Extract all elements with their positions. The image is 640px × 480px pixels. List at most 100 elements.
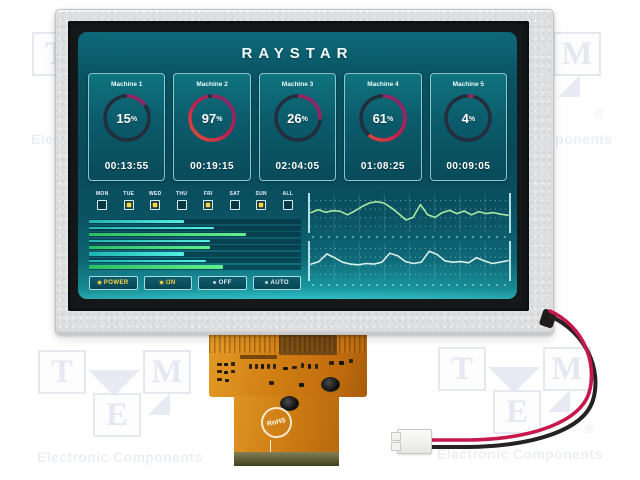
watermark-letter-m: M — [553, 32, 601, 76]
day-label: SAT — [229, 191, 241, 197]
brand-title: RAYSTAR — [241, 45, 354, 62]
smd-component — [283, 367, 288, 370]
watermark-arrow-icon — [88, 370, 140, 396]
smd-component — [292, 366, 297, 369]
on-button[interactable]: ON — [143, 275, 192, 290]
status-dot-icon — [159, 281, 163, 284]
machine-name: Machine 4 — [367, 81, 399, 88]
bar — [89, 265, 223, 269]
watermark-caption: Electronic Components — [437, 446, 603, 462]
machine-cards-row: Machine 1 15% 00:13:55 Machine 2 — [88, 73, 508, 181]
machine-card: Machine 2 97% 00:19:15 — [173, 73, 251, 181]
day-label: TUE — [123, 191, 135, 197]
bar — [89, 240, 210, 242]
fpc-connector-edge — [234, 452, 339, 466]
smd-component — [339, 361, 344, 365]
machine-card: Machine 1 15% 00:13:55 — [88, 73, 166, 181]
gauge-ring — [188, 94, 236, 142]
machine-card: Machine 5 4% 00:09:05 — [429, 73, 508, 181]
registered-mark: ® — [594, 106, 604, 121]
off-button[interactable]: OFF — [198, 275, 247, 290]
button-label: OFF — [218, 279, 232, 286]
smd-component — [224, 371, 228, 374]
bar-row — [89, 251, 301, 257]
machine-time: 01:08:25 — [360, 161, 405, 172]
day-checkbox-sat[interactable] — [229, 200, 240, 210]
smd-component — [273, 364, 276, 369]
gauge-ring — [273, 94, 322, 142]
day-checkbox-wed[interactable] — [150, 200, 161, 210]
day-wed: WED — [142, 191, 169, 210]
smd-component — [231, 370, 235, 373]
control-buttons: POWER ON OFF AUTO — [89, 275, 301, 290]
watermark-arrow-icon — [548, 390, 570, 412]
day-tue: TUE — [116, 191, 143, 210]
smd-component — [308, 364, 311, 369]
day-label: FRI — [203, 191, 213, 197]
trend-panel — [307, 192, 512, 286]
bar-chart — [89, 219, 301, 270]
fpc-cable-wide — [209, 331, 367, 397]
watermark-letter-e: E — [493, 390, 541, 434]
machine-card: Machine 4 61% 01:08:25 — [344, 73, 422, 181]
gauge-percent: 26% — [287, 110, 308, 126]
day-thu: THU — [169, 191, 196, 210]
auto-button[interactable]: AUTO — [252, 275, 301, 290]
smd-component — [231, 362, 235, 366]
smd-component — [249, 364, 252, 369]
smd-component — [224, 363, 228, 366]
fpc-part-number — [240, 355, 277, 359]
day-label: SUN — [255, 191, 267, 197]
day-label: ALL — [282, 191, 294, 197]
day-checkbox-mon[interactable] — [97, 200, 108, 210]
smd-component — [217, 363, 222, 366]
smd-component — [315, 364, 318, 369]
day-checkbox-all[interactable] — [282, 200, 293, 210]
gauge-ring — [359, 94, 407, 142]
fpc-cable-narrow: RoHS — [234, 396, 339, 466]
day-label: WED — [148, 191, 162, 197]
gauge-percent: 97% — [201, 110, 223, 126]
day-checkbox-fri[interactable] — [203, 200, 214, 210]
lcd-screen: RAYSTAR Machine 1 15% 00:13:55 — [68, 21, 529, 311]
status-dot-icon — [97, 281, 101, 284]
watermark-arrow-icon — [148, 393, 170, 415]
smd-component — [299, 383, 304, 387]
smd-component — [255, 364, 258, 369]
gauge-percent: 15% — [116, 110, 138, 126]
status-dot-icon — [212, 281, 216, 284]
day-mon: MON — [89, 191, 116, 210]
day-checkbox-tue[interactable] — [123, 200, 134, 210]
bar — [89, 252, 185, 256]
smd-component — [225, 379, 229, 382]
watermark-letter-m: M — [143, 350, 191, 394]
bar-row — [89, 219, 301, 224]
day-sun: SUN — [248, 191, 275, 210]
machine-name: Machine 3 — [281, 81, 314, 88]
capacitor-component — [280, 396, 299, 411]
registered-mark: ® — [584, 421, 594, 436]
bar-row — [89, 258, 301, 263]
day-checkbox-sun[interactable] — [256, 200, 267, 210]
gauge-percent: 61% — [372, 110, 394, 126]
machine-name: Machine 5 — [452, 81, 485, 88]
machine-name: Machine 2 — [196, 81, 228, 88]
day-selector: MON TUE WED THU FRI SAT SUN ALL — [89, 191, 301, 210]
bar — [89, 259, 206, 262]
watermark-letter-t: T — [38, 350, 86, 394]
bar — [89, 219, 185, 224]
left-panel: MON TUE WED THU FRI SAT SUN ALL POWER ON… — [89, 191, 301, 290]
machine-time: 00:09:05 — [446, 161, 491, 172]
line-chart-bottom — [308, 241, 511, 286]
day-label: MON — [95, 191, 109, 197]
day-checkbox-thu[interactable] — [176, 200, 187, 210]
machine-time: 00:13:55 — [104, 161, 149, 172]
fpc-trace-block — [279, 333, 337, 355]
day-sat: SAT — [222, 191, 249, 210]
button-label: POWER — [103, 279, 129, 286]
button-label: AUTO — [270, 279, 289, 286]
tme-watermark: T M E Electronic Components — [37, 350, 248, 470]
power-button[interactable]: POWER — [89, 275, 138, 290]
button-label: ON — [165, 279, 176, 286]
